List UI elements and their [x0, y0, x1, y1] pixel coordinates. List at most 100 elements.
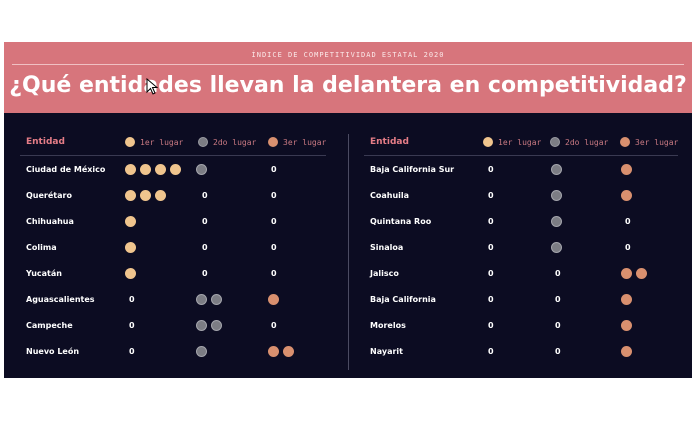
zero-value: 0 — [555, 294, 561, 304]
entity-name: Aguascalientes — [26, 295, 95, 304]
entity-name: Yucatán — [26, 269, 62, 278]
second-place-count — [196, 292, 222, 306]
center-divider — [348, 134, 349, 370]
second-place-dot — [550, 137, 560, 147]
legend-third-label: 3er lugar — [635, 137, 679, 147]
first-place-circle — [170, 163, 181, 175]
second-place-count: 0 — [196, 188, 208, 202]
infographic-card: ÍNDICE DE COMPETITIVIDAD ESTATAL 2020 ¿Q… — [4, 42, 692, 378]
legend-second: 2do lugar — [198, 137, 256, 147]
third-place-circle — [621, 189, 632, 201]
second-place-circle — [196, 163, 207, 175]
zero-value: 0 — [488, 268, 494, 278]
third-place-count: 0 — [268, 240, 277, 254]
legend-first: 1er lugar — [483, 137, 541, 147]
table-row: Nayarit 0 0 — [348, 344, 692, 358]
first-place-count: 0 — [485, 214, 494, 228]
zero-value: 0 — [488, 190, 494, 200]
legend-second: 2do lugar — [550, 137, 608, 147]
zero-value: 0 — [271, 242, 277, 252]
entity-name: Ciudad de México — [26, 165, 106, 174]
first-place-circle — [155, 189, 166, 201]
zero-value: 0 — [488, 164, 494, 174]
second-place-count — [196, 162, 207, 176]
zero-value: 0 — [271, 268, 277, 278]
entity-name: Sinaloa — [370, 243, 404, 252]
first-place-count: 0 — [125, 318, 135, 332]
first-place-count: 0 — [485, 240, 494, 254]
first-place-circle — [125, 189, 136, 201]
second-place-count — [551, 240, 562, 254]
table-row: Quintana Roo 0 0 — [348, 214, 692, 228]
third-place-count — [621, 188, 632, 202]
third-place-count: 0 — [268, 318, 277, 332]
second-place-count — [551, 162, 562, 176]
zero-value: 0 — [202, 268, 208, 278]
table-row: Coahuila 0 — [348, 188, 692, 202]
column-header-entity: Entidad — [26, 137, 65, 147]
entity-name: Quintana Roo — [370, 217, 432, 226]
title-banner: ÍNDICE DE COMPETITIVIDAD ESTATAL 2020 ¿Q… — [4, 42, 692, 113]
second-place-circle — [211, 319, 222, 331]
first-place-count: 0 — [485, 188, 494, 202]
second-place-circle — [196, 293, 207, 305]
entity-name: Chihuahua — [26, 217, 74, 226]
right-table: Entidad 1er lugar 2do lugar 3er lugar Ba… — [348, 113, 692, 378]
first-place-dot — [125, 137, 135, 147]
first-place-count — [125, 266, 136, 280]
table-row: Baja California 0 0 — [348, 292, 692, 306]
third-place-circle — [283, 345, 294, 357]
third-place-circle — [621, 163, 632, 175]
zero-value: 0 — [271, 216, 277, 226]
second-place-count: 0 — [196, 240, 208, 254]
zero-value: 0 — [129, 294, 135, 304]
third-place-count — [621, 162, 632, 176]
legend-first-label: 1er lugar — [498, 137, 542, 147]
zero-value: 0 — [202, 190, 208, 200]
left-table: Entidad 1er lugar 2do lugar 3er lugar Ci… — [4, 113, 348, 378]
legend-third: 3er lugar — [620, 137, 678, 147]
zero-value: 0 — [488, 346, 494, 356]
third-place-circle — [268, 345, 279, 357]
table-row: Sinaloa 0 0 — [348, 240, 692, 254]
second-place-count: 0 — [551, 266, 561, 280]
table-row: Colima 0 0 — [4, 240, 348, 254]
first-place-circle — [140, 163, 151, 175]
zero-value: 0 — [488, 320, 494, 330]
second-place-circle — [551, 163, 562, 175]
zero-value: 0 — [202, 216, 208, 226]
zero-value: 0 — [625, 242, 631, 252]
entity-name: Coahuila — [370, 191, 410, 200]
table-row: Baja California Sur 0 — [348, 162, 692, 176]
first-place-count — [125, 214, 136, 228]
first-place-count: 0 — [485, 318, 494, 332]
third-place-count: 0 — [268, 214, 277, 228]
entity-name: Jalisco — [370, 269, 399, 278]
zero-value: 0 — [271, 320, 277, 330]
third-place-count — [621, 266, 647, 280]
table-row: Nuevo León 0 — [4, 344, 348, 358]
second-place-count: 0 — [551, 292, 561, 306]
third-place-circle — [621, 267, 632, 279]
second-place-count: 0 — [196, 214, 208, 228]
second-place-circle — [196, 319, 207, 331]
legend-second-label: 2do lugar — [213, 137, 257, 147]
third-place-count: 0 — [621, 214, 631, 228]
third-place-circle — [636, 267, 647, 279]
table-row: Morelos 0 0 — [348, 318, 692, 332]
table-row: Yucatán 0 0 — [4, 266, 348, 280]
column-header-entity: Entidad — [370, 137, 409, 147]
zero-value: 0 — [488, 216, 494, 226]
second-place-circle — [196, 345, 207, 357]
second-place-circle — [211, 293, 222, 305]
second-place-count — [196, 344, 207, 358]
first-place-count — [125, 240, 136, 254]
third-place-count: 0 — [268, 188, 277, 202]
first-place-count: 0 — [485, 292, 494, 306]
third-place-circle — [621, 319, 632, 331]
third-place-count — [268, 292, 279, 306]
second-place-count: 0 — [551, 318, 561, 332]
zero-value: 0 — [625, 216, 631, 226]
third-place-circle — [621, 345, 632, 357]
table-row: Campeche 0 0 — [4, 318, 348, 332]
